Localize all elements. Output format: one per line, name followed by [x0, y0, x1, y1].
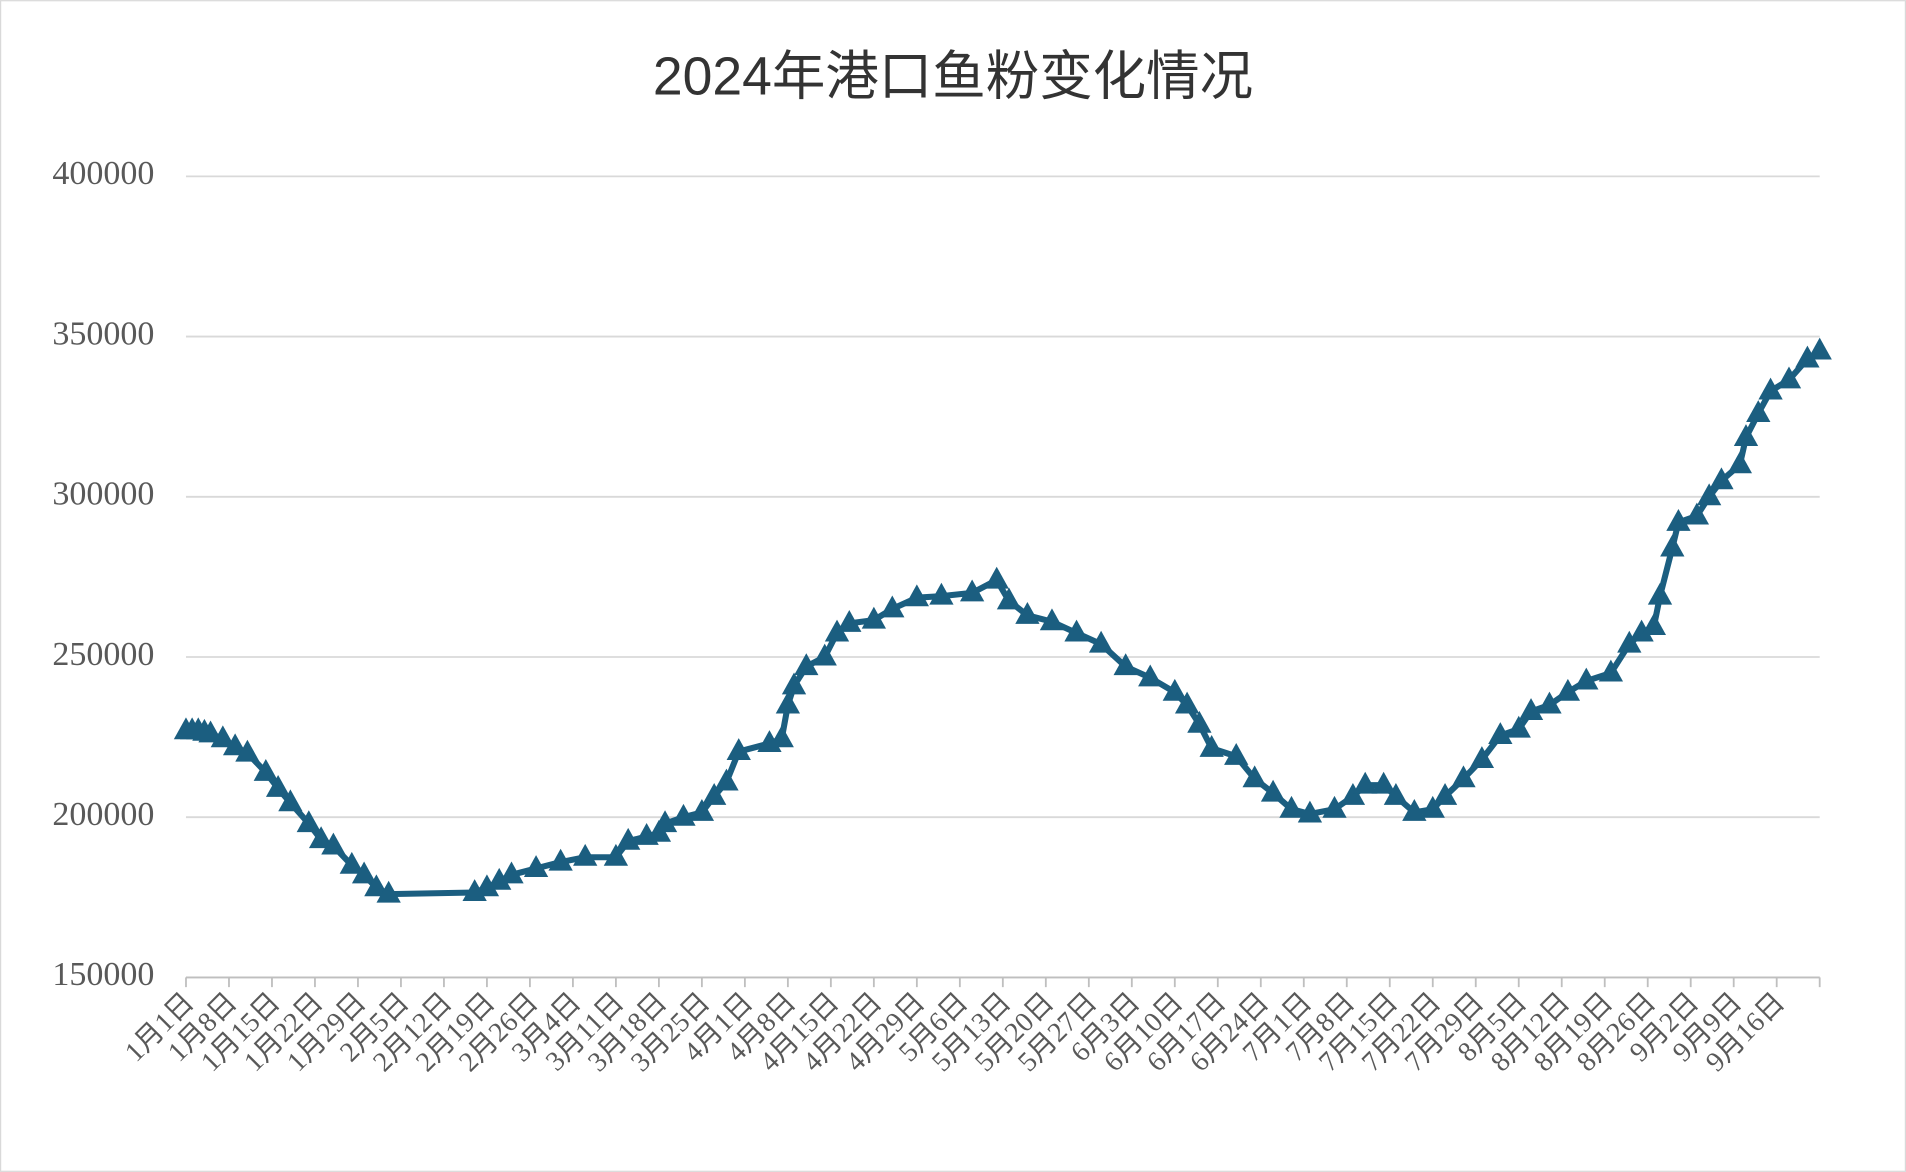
point-marker: [253, 758, 278, 781]
point-marker: [1574, 667, 1599, 690]
point-marker: [1064, 619, 1089, 642]
point-marker: [1518, 698, 1544, 720]
point-marker: [499, 861, 524, 884]
point-marker: [1187, 710, 1212, 733]
point-marker: [1617, 630, 1642, 653]
point-marker: [929, 582, 954, 605]
point-marker: [1402, 799, 1427, 821]
point-marker: [1224, 742, 1249, 765]
point-marker: [351, 861, 377, 884]
point-marker: [824, 619, 850, 642]
point-marker: [1555, 678, 1581, 701]
point-marker: [603, 843, 629, 866]
point-marker: [339, 851, 364, 874]
point-marker: [781, 672, 807, 695]
point-marker: [1807, 337, 1832, 360]
point-marker: [1709, 467, 1734, 490]
point-marker: [308, 826, 334, 849]
point-marker: [959, 579, 985, 602]
point-marker: [1279, 795, 1304, 818]
point-marker: [1088, 630, 1114, 653]
point-marker: [1322, 795, 1347, 818]
point-marker: [1340, 783, 1366, 805]
point-marker: [794, 653, 819, 676]
point-marker: [1113, 653, 1138, 676]
point-marker: [1733, 424, 1759, 447]
point-marker: [296, 810, 321, 833]
chart-title: 2024年港口鱼粉变化情况: [653, 47, 1253, 106]
point-marker: [364, 874, 389, 897]
point-marker: [861, 606, 887, 629]
point-marker: [1641, 613, 1667, 636]
point-marker: [1469, 746, 1495, 769]
point-marker: [1537, 691, 1562, 714]
point-marker: [1260, 779, 1286, 802]
point-marker: [321, 832, 346, 855]
point-marker: [726, 738, 751, 761]
point-marker: [904, 584, 930, 607]
point-marker: [1174, 691, 1200, 714]
point-marker: [1297, 800, 1323, 823]
point-marker: [1242, 765, 1267, 788]
y-tick-label: 250000: [52, 636, 154, 673]
point-marker: [714, 768, 739, 791]
point-marker: [1758, 377, 1783, 400]
point-marker: [210, 725, 235, 748]
point-marker: [671, 803, 696, 826]
y-tick-label: 300000: [52, 476, 154, 513]
point-marker: [1383, 783, 1409, 805]
point-marker: [1629, 619, 1654, 642]
y-tick-label: 200000: [52, 796, 154, 833]
point-marker: [1199, 734, 1224, 757]
point-marker: [1039, 608, 1065, 631]
point-marker: [1727, 451, 1753, 474]
point-marker: [1015, 601, 1040, 624]
point-marker: [812, 643, 837, 666]
point-marker: [523, 855, 549, 877]
point-marker: [1451, 765, 1476, 788]
point-marker: [1488, 722, 1513, 745]
point-marker: [1795, 345, 1820, 368]
point-marker: [474, 874, 500, 897]
point-marker: [222, 733, 248, 756]
point-marker: [1162, 678, 1187, 701]
point-marker: [880, 595, 905, 618]
point-marker: [1420, 795, 1445, 818]
point-marker: [769, 725, 794, 748]
point-marker: [689, 799, 715, 821]
point-marker: [573, 843, 598, 866]
point-marker: [1598, 659, 1624, 682]
y-tick-label: 150000: [52, 956, 154, 993]
point-marker: [1660, 534, 1685, 557]
point-marker: [1776, 366, 1802, 389]
point-marker: [376, 880, 401, 903]
point-marker: [775, 691, 801, 714]
point-marker: [1432, 783, 1458, 805]
point-marker: [1684, 502, 1710, 525]
point-marker: [1647, 582, 1673, 605]
point-marker: [548, 848, 573, 871]
point-marker: [837, 609, 862, 632]
point-marker: [652, 810, 678, 833]
point-marker: [1371, 771, 1396, 794]
point-marker: [996, 587, 1022, 610]
point-marker: [278, 789, 303, 812]
y-tick-label: 350000: [52, 315, 154, 352]
point-marker: [1353, 771, 1378, 794]
point-marker: [265, 774, 291, 797]
point-marker: [702, 783, 727, 805]
point-marker: [616, 827, 641, 850]
point-marker: [1746, 400, 1771, 422]
point-marker: [1666, 509, 1691, 531]
point-marker: [1138, 664, 1163, 687]
point-marker: [984, 566, 1009, 589]
y-tick-label: 400000: [52, 155, 154, 192]
point-marker: [1506, 715, 1531, 738]
point-marker: [1696, 483, 1722, 506]
point-marker: [235, 739, 260, 762]
point-marker: [487, 867, 512, 890]
